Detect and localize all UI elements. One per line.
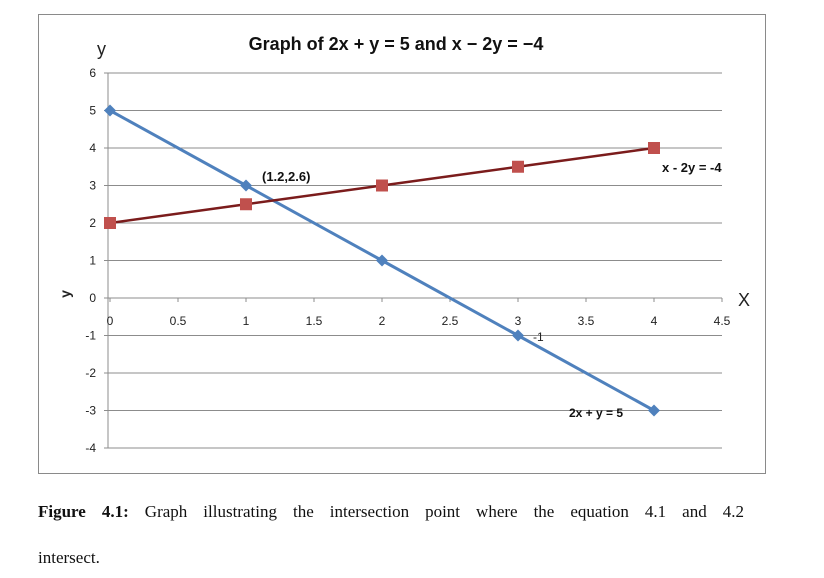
grid-lines [108, 72, 722, 449]
data-point-diamond [512, 329, 524, 342]
x-tick-label: 0.5 [170, 314, 187, 328]
series-layer [104, 104, 660, 417]
data-point-square [376, 179, 388, 192]
x-tick-label: 4 [651, 314, 658, 328]
x-tick-label: 1.5 [306, 314, 323, 328]
x-tick-label: 1 [243, 314, 250, 328]
data-point-diamond [648, 404, 660, 417]
y-tick-label: 1 [89, 254, 96, 268]
y-tick-label: 5 [89, 104, 96, 118]
y-tick-label: 6 [89, 66, 96, 80]
data-point-square [512, 160, 524, 173]
data-point-square [648, 142, 660, 154]
caption-text: Graph illustrating the intersection poin… [128, 502, 744, 521]
y-tick-label: -4 [85, 441, 96, 455]
x-tick-label: 4.5 [714, 314, 731, 328]
y-tick-label: 0 [89, 291, 96, 305]
series-label-line2: x - 2y = -4 [662, 160, 722, 175]
data-point-diamond [104, 104, 116, 117]
data-point-diamond [376, 254, 388, 267]
y-tick-label: -2 [85, 366, 96, 380]
labels-layer: -4 -3 -2 -1 0 1 2 3 4 5 6 0 0.5 1 1.5 2 2.5 3 3.5 4 4.5 x - 2… [57, 34, 750, 455]
y-axis-label-top: y [97, 39, 106, 59]
chart-frame [38, 14, 766, 474]
x-tick-label: 2.5 [442, 314, 459, 328]
caption-label: Figure 4.1: [38, 502, 129, 521]
y-tick-label: -1 [85, 329, 96, 343]
series-label-line1: 2x + y = 5 [569, 406, 623, 420]
intersection-label: (1.2,2.6) [262, 169, 310, 184]
chart-title: Graph of 2x + y = 5 and x − 2y = −4 [249, 34, 544, 54]
data-point-square [104, 217, 116, 229]
y-axis-label-rotated: y [57, 290, 73, 298]
chart: -4 -3 -2 -1 0 1 2 3 4 5 6 0 0.5 1 1.5 2 2.5 3 3.5 4 4.5 x - 2… [57, 34, 750, 455]
point-annotation: -1 [533, 330, 544, 344]
figure-caption: Figure 4.1: Graph illustrating the inter… [38, 502, 744, 522]
x-tick-label: 2 [379, 314, 386, 328]
y-tick-label: 3 [89, 179, 96, 193]
y-tick-label: 2 [89, 216, 96, 230]
y-tick-label: 4 [89, 141, 96, 155]
figure-caption-line2: intersect. [38, 548, 100, 567]
y-tick-label: -3 [85, 404, 96, 418]
data-point-square [240, 198, 252, 211]
x-axis-label: X [738, 290, 750, 310]
data-point-diamond [240, 179, 252, 192]
x-tick-label: 3 [515, 314, 522, 328]
x-tick-label: 3.5 [578, 314, 595, 328]
x-tick-label: 0 [107, 314, 114, 328]
